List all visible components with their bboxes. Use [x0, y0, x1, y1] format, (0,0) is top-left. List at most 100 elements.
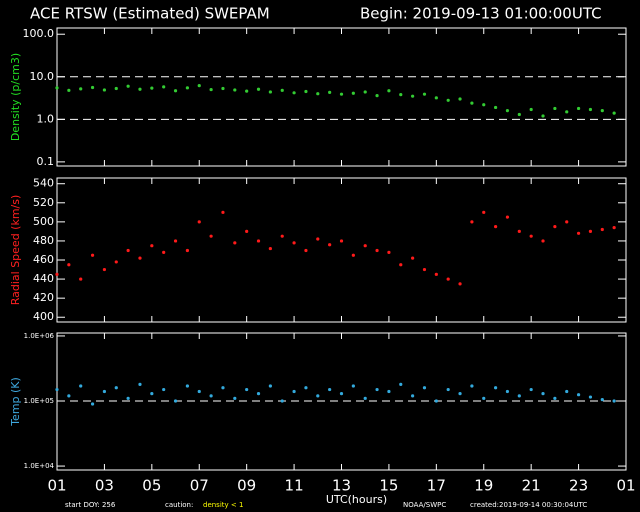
data-point — [197, 220, 201, 224]
data-point — [102, 88, 107, 92]
x-tick-label: 03 — [95, 477, 114, 495]
y-tick-label: 400 — [33, 310, 54, 323]
data-point — [233, 88, 237, 92]
data-point — [256, 391, 261, 396]
data-point — [102, 389, 107, 394]
source: NOAA/SWPC — [403, 501, 446, 509]
data-point — [541, 239, 545, 243]
y-axis-label: Radial Speed (km/s) — [9, 195, 22, 306]
data-point — [268, 90, 272, 94]
begin-time: Begin: 2019-09-13 01:00:00UTC — [360, 5, 602, 23]
y-tick-label: 420 — [33, 291, 54, 304]
y-tick-label: 520 — [33, 196, 54, 209]
data-point — [114, 386, 118, 390]
data-point — [138, 382, 142, 386]
y-tick-label: 0.1 — [37, 155, 55, 168]
data-point — [482, 210, 486, 214]
data-point — [399, 93, 403, 97]
data-point — [221, 210, 225, 214]
y-tick-label: 100.0 — [23, 27, 55, 40]
data-point — [90, 402, 95, 406]
data-point — [114, 260, 118, 264]
x-tick-label: 07 — [190, 477, 209, 495]
chart-title: ACE RTSW (Estimated) SWEPAM — [30, 5, 270, 23]
data-point — [387, 389, 391, 394]
caution-value: density < 1 — [203, 501, 243, 509]
data-point — [67, 263, 71, 267]
data-point — [588, 229, 593, 234]
data-point — [494, 105, 498, 110]
x-axis-label: UTC(hours) — [326, 493, 387, 506]
data-point — [138, 256, 142, 260]
x-tick-label: 15 — [379, 477, 398, 495]
data-point — [245, 89, 249, 93]
x-tick-label: 05 — [142, 477, 161, 495]
data-point — [375, 94, 379, 98]
data-point — [67, 394, 71, 398]
data-point — [411, 394, 415, 398]
data-point — [470, 220, 474, 224]
data-point — [422, 386, 427, 390]
data-point — [375, 387, 379, 392]
data-point — [387, 89, 391, 93]
data-point — [517, 112, 521, 117]
y-axis-label: Density (p/cm3) — [9, 53, 22, 141]
data-point — [173, 239, 178, 243]
data-point — [434, 399, 438, 403]
data-point — [162, 250, 166, 254]
data-point — [458, 97, 462, 101]
data-point — [114, 86, 118, 91]
data-point — [138, 87, 142, 91]
x-tick-label: 21 — [522, 477, 541, 495]
data-point — [185, 248, 189, 253]
data-point — [197, 84, 201, 88]
x-tick-label: 09 — [237, 477, 256, 495]
data-point — [150, 86, 154, 90]
data-point — [245, 229, 249, 234]
data-point — [399, 382, 403, 386]
y-tick-label: 1.0 — [37, 112, 55, 125]
data-point — [387, 250, 391, 254]
data-point — [612, 111, 616, 115]
data-point — [79, 87, 83, 91]
y-tick-label: 480 — [33, 234, 54, 247]
data-point — [411, 256, 415, 260]
data-point — [339, 391, 344, 396]
x-tick-label: 23 — [569, 477, 588, 495]
y-tick-label: 1.0E+05 — [24, 397, 54, 405]
data-point — [553, 396, 557, 400]
created: created:2019-09-14 00:30:04UTC — [470, 501, 587, 509]
y-axis-label: Temp (K) — [9, 377, 22, 427]
data-point — [612, 399, 616, 403]
y-tick-label: 460 — [33, 253, 54, 266]
data-point — [292, 389, 296, 394]
data-point — [55, 272, 59, 276]
x-tick-label: 11 — [285, 477, 304, 495]
data-point — [576, 106, 581, 111]
data-point — [494, 386, 498, 390]
data-point — [505, 109, 510, 113]
data-point — [150, 244, 154, 248]
data-point — [600, 398, 604, 402]
data-point — [553, 106, 557, 111]
data-point — [256, 239, 261, 243]
data-point — [363, 244, 367, 248]
data-point — [209, 394, 213, 398]
y-tick-label: 1.0E+04 — [24, 462, 55, 470]
data-point — [102, 267, 107, 272]
data-point — [79, 277, 83, 281]
data-point — [541, 391, 545, 396]
data-point — [67, 88, 71, 92]
data-point — [55, 86, 59, 90]
panel-frame — [56, 177, 627, 323]
data-point — [529, 234, 533, 238]
x-tick-label: 01 — [47, 477, 66, 495]
y-tick-label: 540 — [33, 177, 54, 190]
data-point — [434, 96, 438, 100]
data-point — [316, 394, 320, 398]
data-point — [363, 90, 367, 94]
data-point — [55, 387, 59, 392]
data-point — [185, 384, 189, 388]
data-point — [576, 393, 581, 397]
